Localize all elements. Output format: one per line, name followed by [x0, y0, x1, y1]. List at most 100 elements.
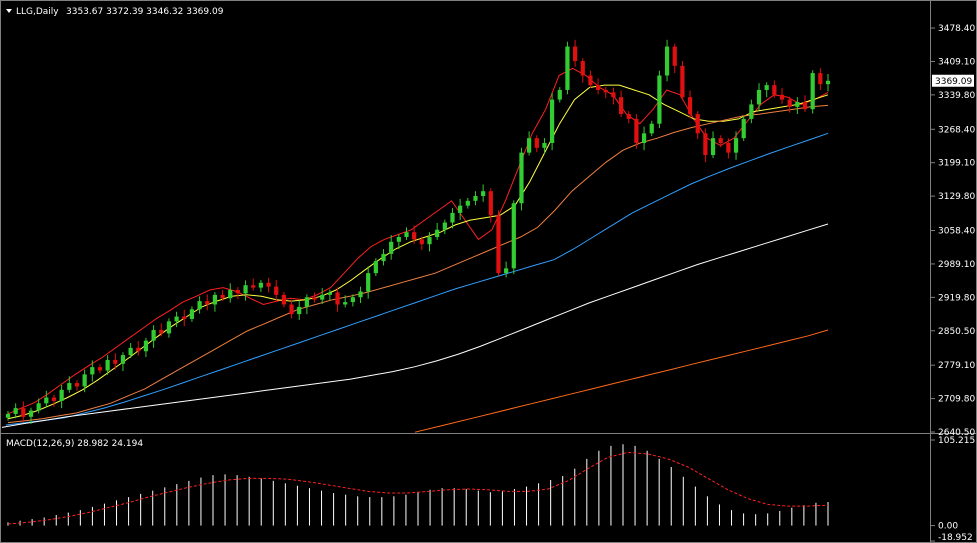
symbol-label: LLG,Daily	[16, 7, 59, 17]
candle-body	[212, 294, 218, 305]
candle	[534, 135, 539, 153]
candle	[404, 227, 409, 240]
candle-body	[565, 46, 570, 90]
candle-body	[90, 367, 95, 375]
candle	[488, 188, 493, 223]
candle	[565, 41, 570, 95]
price-tick-label: 2989.10	[938, 260, 975, 270]
macd-label: MACD(12,26,9) 28.982 24.194	[6, 439, 143, 449]
candle	[166, 318, 172, 338]
price-tick-label: 3058.40	[938, 227, 975, 237]
candle-body	[373, 261, 378, 274]
candle	[527, 131, 532, 156]
candle-body	[105, 359, 110, 371]
candle-body	[572, 46, 578, 62]
candle	[695, 111, 700, 140]
candle	[519, 147, 524, 211]
candle	[818, 68, 823, 90]
price-tick-label: 3478.40	[938, 24, 975, 34]
candle-body	[289, 304, 294, 315]
candle-body	[251, 285, 256, 288]
candle	[251, 278, 256, 291]
candle	[212, 291, 218, 312]
last-price-marker: 3369.09	[932, 74, 974, 87]
candle	[13, 403, 18, 419]
candle-body	[82, 374, 87, 387]
candle-body	[327, 292, 332, 295]
candle	[205, 294, 210, 311]
candle-body	[67, 383, 72, 390]
candle	[373, 258, 378, 277]
candle-body	[182, 316, 187, 319]
candle	[634, 114, 639, 149]
candle	[657, 70, 662, 129]
candle	[235, 287, 241, 300]
candle	[427, 232, 432, 252]
candle-body	[128, 347, 133, 356]
candle	[97, 364, 103, 374]
candle	[105, 355, 110, 375]
candle-body	[641, 133, 647, 143]
candle	[703, 128, 708, 163]
candle	[787, 96, 792, 113]
candle-body	[718, 138, 723, 143]
candle-body	[756, 89, 762, 105]
candle	[59, 384, 64, 409]
price-tick-label: 2640.50	[938, 428, 975, 438]
candle	[465, 197, 470, 209]
candle-body	[626, 114, 631, 119]
candle-body	[618, 97, 624, 115]
candle-body	[435, 229, 440, 237]
candle	[51, 394, 57, 407]
dropdown-triangle-icon[interactable]	[6, 9, 12, 13]
candle	[450, 208, 455, 229]
candle-body	[136, 347, 141, 352]
candle	[687, 90, 693, 119]
candle-body	[687, 97, 693, 115]
candle-body	[481, 191, 486, 197]
ma-line-ma5	[7, 67, 829, 415]
candle	[756, 83, 762, 111]
candle	[381, 249, 386, 266]
candle-body	[550, 99, 555, 143]
candle	[243, 280, 248, 301]
ohlc-label: 3353.67 3372.39 3346.32 3369.09	[66, 7, 224, 17]
candle	[320, 288, 325, 305]
candle	[312, 292, 317, 303]
macd-signal-line	[7, 451, 829, 525]
candle	[44, 390, 49, 408]
candle-body	[672, 46, 677, 66]
macd-tick-label: -18.952	[938, 533, 973, 543]
candle	[21, 401, 26, 423]
candle	[749, 99, 754, 124]
candle-body	[542, 142, 547, 148]
price-tick-label: 3409.10	[938, 57, 975, 67]
candle-body	[749, 104, 754, 119]
candle-body	[97, 367, 103, 371]
candle-body	[488, 191, 493, 216]
candle-body	[772, 85, 777, 95]
candle	[672, 43, 677, 74]
candle-body	[228, 290, 233, 299]
candle-body	[496, 215, 501, 274]
candle-body	[396, 236, 401, 242]
candle	[710, 131, 716, 158]
candle	[412, 225, 417, 244]
candle	[358, 286, 363, 304]
candle	[28, 407, 34, 425]
candle-body	[36, 403, 41, 411]
candle-body	[335, 292, 340, 305]
price-tick-label: 3199.10	[938, 159, 975, 169]
ma-line-ma60	[5, 132, 829, 426]
candle-body	[825, 80, 831, 85]
candle-body	[197, 301, 202, 310]
candle	[649, 120, 654, 137]
candle-body	[51, 397, 57, 401]
candle	[741, 115, 746, 142]
candle-body	[580, 61, 585, 76]
candle-body	[166, 321, 172, 334]
candle-body	[381, 253, 386, 262]
candle-body	[695, 114, 700, 134]
candle-body	[297, 306, 302, 315]
